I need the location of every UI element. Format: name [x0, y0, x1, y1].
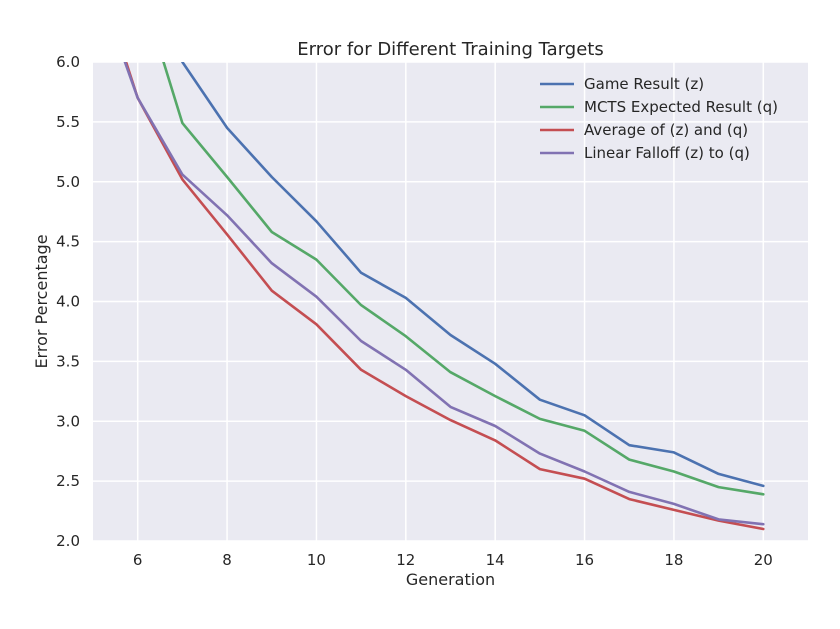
y-tick-label: 5.5	[56, 113, 80, 131]
y-axis-label: Error Percentage	[32, 234, 51, 368]
legend: Game Result (z) MCTS Expected Result (q) A…	[540, 75, 778, 162]
x-axis-label: Generation	[406, 570, 495, 589]
y-tick-label: 2.5	[56, 472, 80, 490]
y-tick-label: 4.5	[56, 233, 80, 251]
series-line-3	[124, 62, 765, 531]
legend-label-3: Average of (z) and (q)	[584, 121, 748, 139]
series-line-1	[181, 62, 765, 488]
x-tick-label: 8	[222, 551, 232, 569]
x-tick-label: 14	[486, 551, 505, 569]
y-tick-label: 5.0	[56, 173, 80, 191]
y-tick-label: 2.0	[56, 532, 80, 550]
y-tick-label: 6.0	[56, 53, 80, 71]
series-line-2	[162, 62, 765, 496]
chart-title: Error for Different Training Targets	[297, 39, 603, 60]
x-tick-label: 20	[754, 551, 773, 569]
y-tick-label: 3.0	[56, 412, 80, 430]
x-tick-label: 12	[396, 551, 415, 569]
x-tick-label: 16	[575, 551, 594, 569]
legend-label-2: MCTS Expected Result (q)	[584, 98, 778, 116]
x-tick-label: 6	[133, 551, 143, 569]
y-tick-label: 4.0	[56, 293, 80, 311]
series-line-4	[123, 62, 765, 526]
legend-label-4: Linear Falloff (z) to (q)	[584, 144, 750, 162]
series-lines	[123, 62, 765, 531]
tick-labels: 6 8 10 12 14 16 18 20 2.0 2.5 3.0 3.5 4.0 4.5 5.0 5.5 6.…	[56, 53, 773, 569]
y-tick-label: 3.5	[56, 352, 80, 370]
x-tick-label: 10	[307, 551, 326, 569]
legend-label-1: Game Result (z)	[584, 75, 704, 93]
x-tick-label: 18	[664, 551, 683, 569]
